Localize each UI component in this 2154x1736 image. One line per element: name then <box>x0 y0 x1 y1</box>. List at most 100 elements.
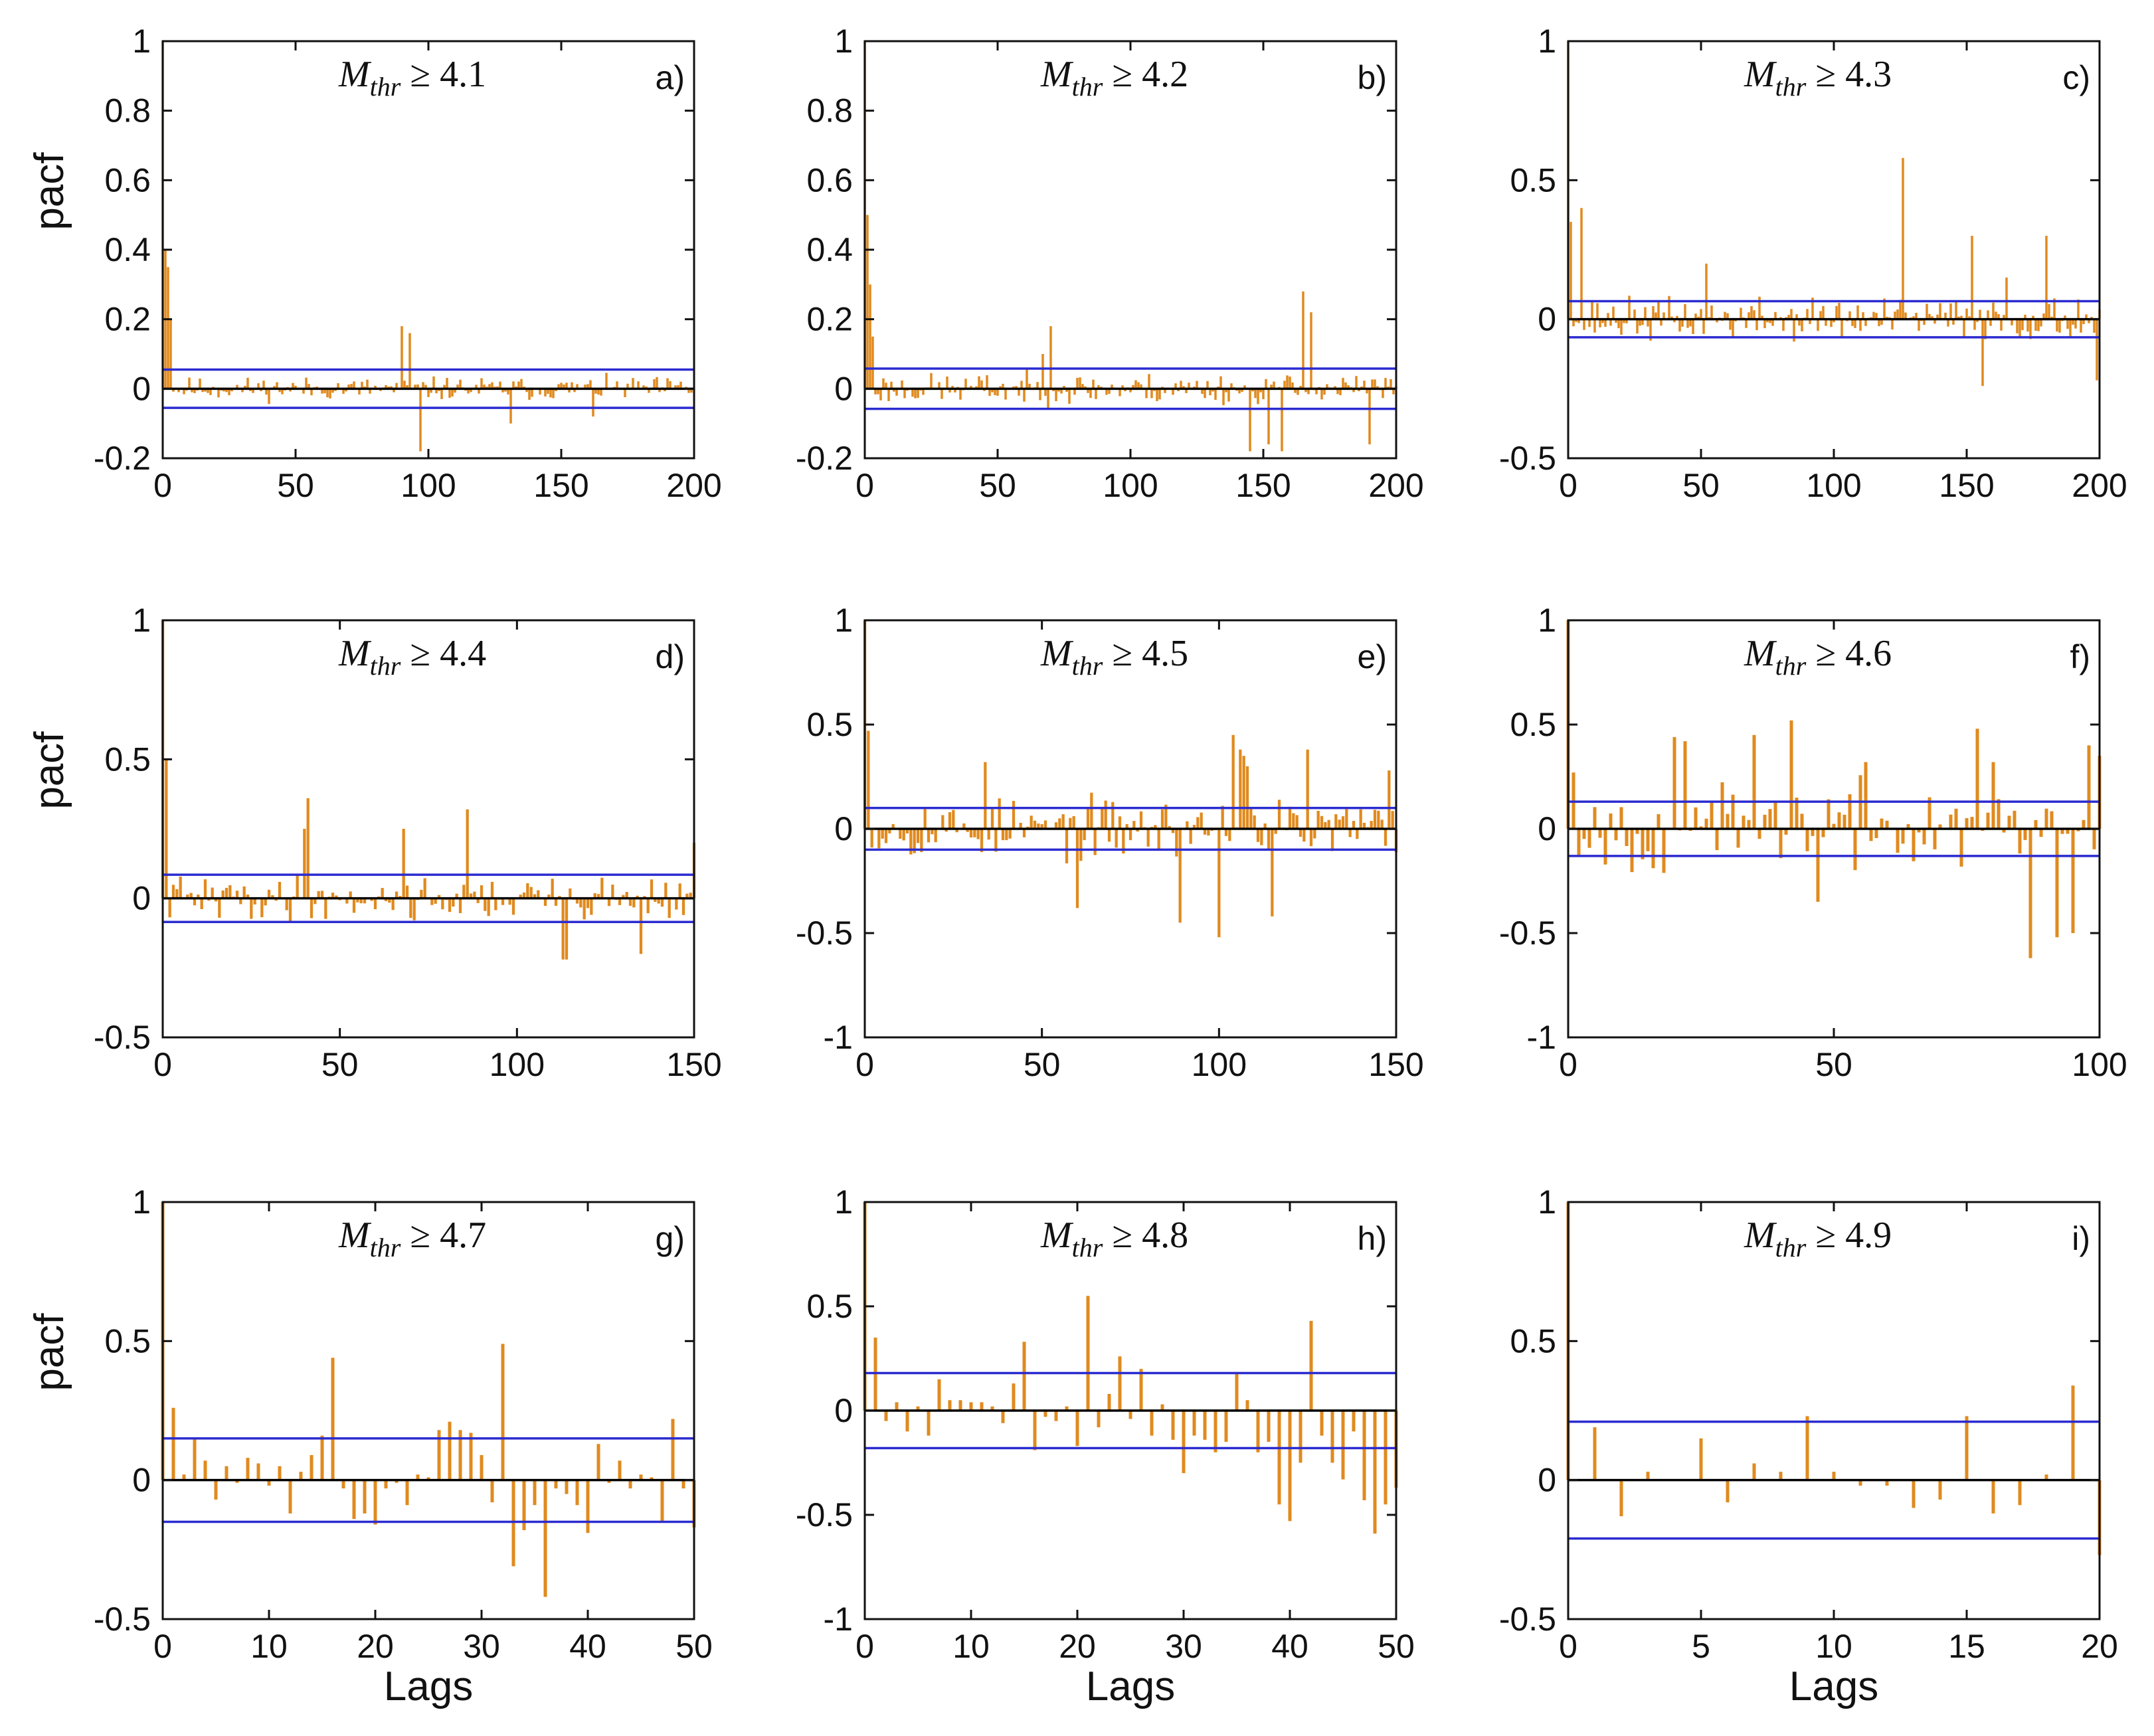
pacf-bar <box>2029 319 2032 339</box>
pacf-bar <box>310 389 313 396</box>
pacf-bar <box>525 389 528 392</box>
pacf-bar <box>1965 1416 1969 1480</box>
pacf-bar <box>224 887 228 899</box>
pacf-bar <box>1388 770 1391 829</box>
panel-tag: e) <box>1358 638 1387 675</box>
pacf-bar <box>1326 384 1328 389</box>
pacf-bar <box>1899 300 1902 319</box>
x-tick-label: 150 <box>1368 1046 1423 1083</box>
pacf-bar <box>1960 315 1963 319</box>
pacf-bar <box>914 389 917 398</box>
pacf-bar <box>911 389 914 397</box>
pacf-bar <box>557 384 560 389</box>
pacf-bar <box>1196 381 1198 389</box>
pacf-bar <box>1965 308 1968 319</box>
pacf-bar <box>1668 296 1670 319</box>
pacf-bar <box>321 389 323 394</box>
pacf-bar <box>877 389 879 394</box>
y-tick-label: 1 <box>132 1183 151 1221</box>
pacf-bar <box>1628 296 1631 319</box>
pacf-bar <box>891 824 895 829</box>
pacf-bar <box>1928 797 1931 829</box>
pacf-bar <box>1238 389 1241 394</box>
pacf-bar <box>323 389 326 394</box>
pacf-bar <box>1083 829 1086 841</box>
pacf-bar <box>326 389 329 398</box>
pacf-bar <box>427 389 430 397</box>
pacf-bar <box>522 892 526 899</box>
pacf-bar <box>246 1458 250 1480</box>
pacf-bar <box>565 1480 569 1494</box>
panel-tag: a) <box>656 59 685 96</box>
pacf-bar <box>1657 300 1660 319</box>
pacf-bar <box>366 379 369 389</box>
pacf-bar <box>1798 319 1801 326</box>
pacf-bar <box>363 898 367 904</box>
pacf-bar <box>2055 829 2059 938</box>
pacf-bar <box>361 381 363 389</box>
y-tick-label: -0.2 <box>94 440 151 477</box>
pacf-bar <box>980 1402 984 1411</box>
pacf-bar <box>1726 1480 1730 1503</box>
pacf-bar <box>1639 319 1641 326</box>
pacf-bar <box>537 890 540 899</box>
pacf-bar <box>1795 798 1799 829</box>
pacf-bar <box>1054 822 1058 829</box>
pacf-bar <box>1912 316 1915 319</box>
pacf-bar <box>1267 1411 1271 1442</box>
pacf-bar <box>986 375 988 389</box>
pacf-bar <box>1838 302 1840 319</box>
pacf-bar <box>1373 810 1377 829</box>
pacf-bar <box>402 829 405 899</box>
pacf-bar <box>1292 813 1295 829</box>
pacf-bar <box>412 898 416 920</box>
pacf-bar <box>941 389 943 399</box>
y-tick-label: 0 <box>834 810 853 847</box>
pacf-bar <box>1580 208 1583 319</box>
pacf-bar <box>308 384 310 389</box>
pacf-bar <box>962 823 966 829</box>
pacf-bar <box>1947 319 1949 327</box>
pacf-bar <box>337 383 339 389</box>
pacf-bar <box>2021 319 2024 331</box>
pacf-bar <box>435 389 438 394</box>
mthr-label: Mthr ≥ 4.5 <box>1040 633 1188 681</box>
pacf-bar <box>426 1477 430 1480</box>
pacf-bar <box>551 879 554 899</box>
x-tick-label: 0 <box>1559 467 1577 504</box>
x-tick-label: 50 <box>321 1046 359 1083</box>
pacf-bar <box>1164 804 1168 829</box>
y-tick-label: 0.4 <box>806 231 853 268</box>
pacf-bar <box>1207 829 1210 836</box>
pacf-bar <box>675 898 678 910</box>
pacf-bar <box>207 389 209 393</box>
pacf-bar <box>1295 815 1299 829</box>
pacf-bar <box>1104 800 1107 829</box>
pacf-bar <box>1957 316 1960 319</box>
pacf-bar <box>1302 291 1304 389</box>
pacf-bar <box>1320 389 1323 400</box>
pacf-bar <box>1309 1320 1313 1411</box>
pacf-bar <box>1001 1411 1005 1423</box>
pacf-bar <box>1609 319 1612 326</box>
pacf-bar <box>1787 315 1790 319</box>
pacf-bar <box>260 898 264 918</box>
x-tick-label: 0 <box>855 1628 874 1665</box>
pacf-bar <box>1277 1411 1281 1505</box>
pacf-bar <box>951 386 954 389</box>
x-tick-label: 50 <box>1378 1628 1415 1665</box>
pacf-bar <box>1726 313 1729 319</box>
pacf-bar <box>1299 1411 1302 1463</box>
pacf-bar <box>2064 315 2066 319</box>
pacf-bar <box>2088 319 2090 323</box>
pacf-bar <box>1219 376 1222 389</box>
pacf-bar <box>1065 389 1068 392</box>
pacf-bar <box>1150 389 1153 398</box>
pacf-bar <box>1061 814 1065 829</box>
pacf-bar <box>1073 389 1076 395</box>
pacf-bar <box>1575 319 1577 322</box>
x-tick-label: 0 <box>1559 1628 1577 1665</box>
